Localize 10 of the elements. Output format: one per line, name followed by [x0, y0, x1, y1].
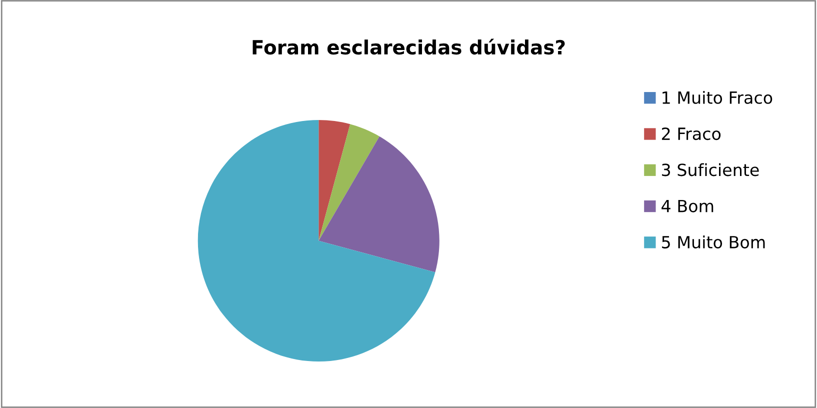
pie-slice: [318, 136, 440, 272]
legend-label: 3 Suficiente: [662, 163, 759, 176]
legend-label: 1 Muito Fraco: [662, 91, 772, 104]
pie-slice: [318, 120, 350, 241]
legend-label: 2 Fraco: [662, 127, 721, 140]
legend-label: 4 Bom: [662, 200, 714, 212]
pie-slice: [318, 124, 380, 241]
chart-title: Foram esclarecidas dúvidas?: [252, 38, 565, 55]
legend-label: 5 Muito Bom: [662, 236, 765, 248]
pie-slice: [198, 120, 436, 362]
